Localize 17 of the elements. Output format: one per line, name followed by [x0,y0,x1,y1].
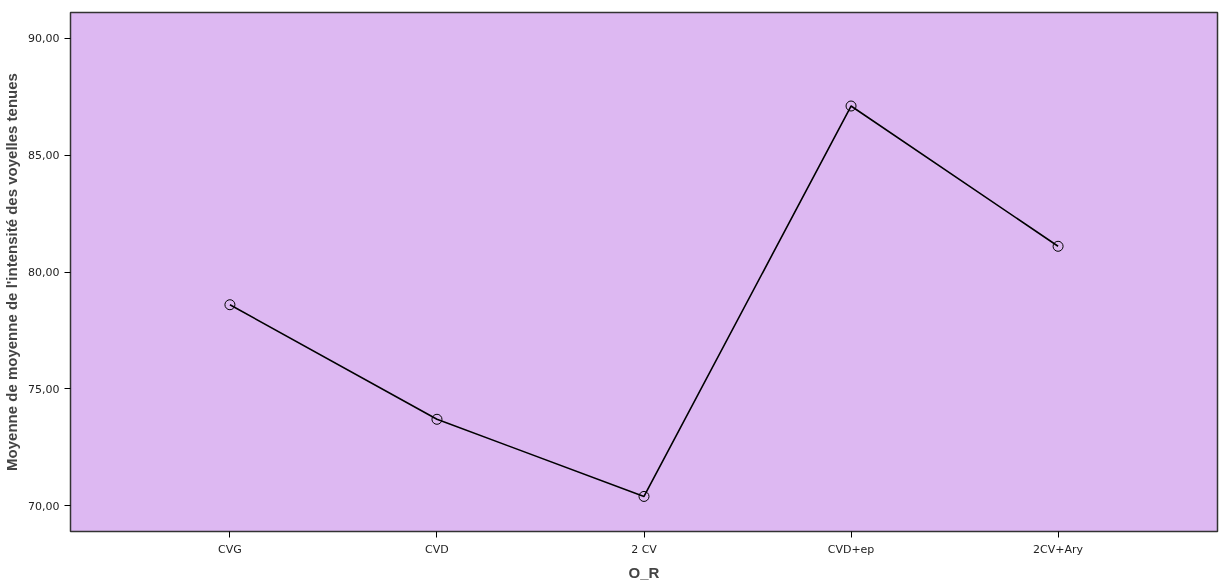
y-tick-label: 90,00 [28,32,60,46]
point [224,299,236,311]
point [431,413,443,425]
x-axis-title: O_R [628,563,660,581]
y-axis-title: Moyenne de moyenne de l'intensité des voyelles tenues [3,73,21,471]
point [1052,240,1064,252]
x-tick-label: 2CV+Ary [1033,542,1084,556]
x-tick-label: 2 CV [631,542,658,556]
y-tick-label: 75,00 [28,382,60,396]
x-tick-label: CVD+ep [827,542,875,556]
y-tick-label: 85,00 [28,149,60,163]
point [638,490,650,502]
y-tick-label: 80,00 [28,266,60,279]
point [845,100,857,112]
x-tick-label: CVD [425,542,449,556]
x-tick-label: CVG [218,542,242,556]
y-tick-label: 70,00 [28,499,60,513]
